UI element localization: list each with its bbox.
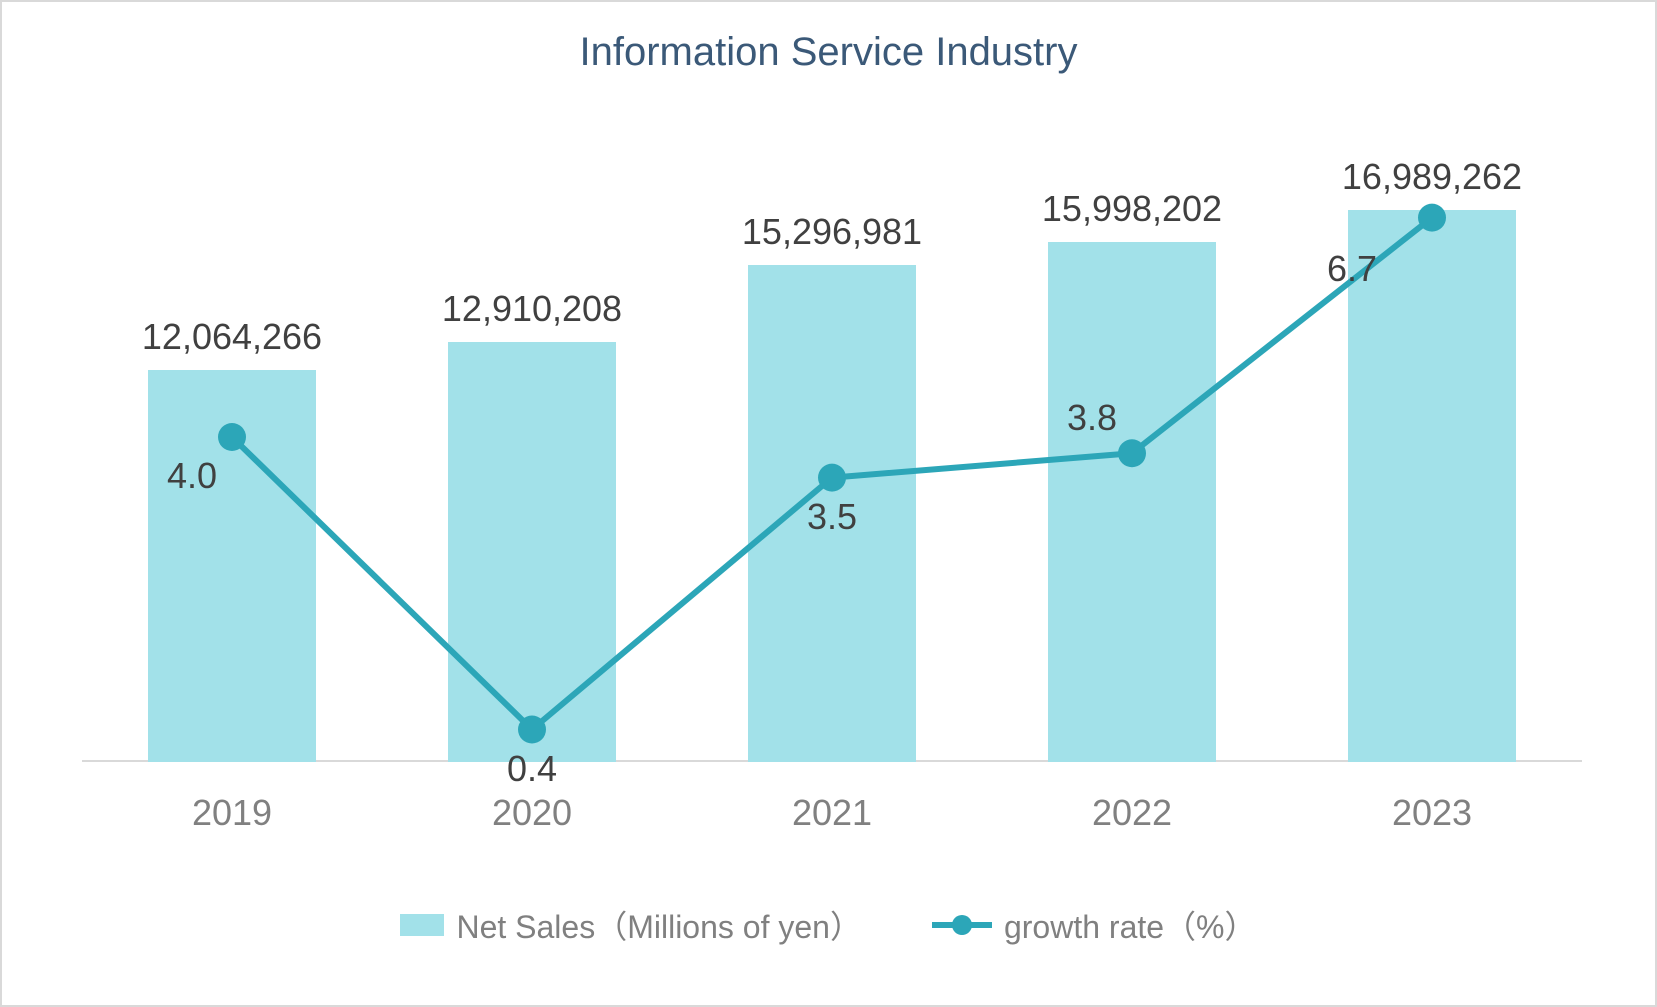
line-value-label: 0.4 (472, 748, 592, 790)
legend-label-bars: Net Sales（Millions of yen） (456, 902, 862, 948)
x-axis-label: 2020 (432, 792, 632, 834)
x-axis-label: 2022 (1032, 792, 1232, 834)
x-axis-label: 2021 (732, 792, 932, 834)
line-marker (1118, 439, 1146, 467)
plot-area: 12,064,26612,910,20815,296,98115,998,202… (82, 112, 1582, 762)
legend-swatch-line (932, 914, 992, 936)
legend-label-line: growth rate（%） (1004, 902, 1257, 948)
line-marker (818, 464, 846, 492)
line-marker (1418, 204, 1446, 232)
line-value-label: 3.8 (1032, 397, 1152, 439)
line-value-label: 4.0 (132, 455, 252, 497)
x-axis-label: 2023 (1332, 792, 1532, 834)
line-marker (218, 423, 246, 451)
x-axis-label: 2019 (132, 792, 332, 834)
legend: Net Sales（Millions of yen） growth rate（%… (2, 902, 1655, 948)
legend-item-line: growth rate（%） (932, 902, 1257, 948)
line-value-label: 3.5 (772, 496, 892, 538)
chart-frame: Information Service Industry 12,064,2661… (0, 0, 1657, 1007)
line-value-label: 6.7 (1292, 248, 1412, 290)
chart-title: Information Service Industry (2, 30, 1655, 75)
legend-swatch-bars (400, 914, 444, 936)
line-marker (518, 716, 546, 744)
legend-item-bars: Net Sales（Millions of yen） (400, 902, 862, 948)
line-series (82, 112, 1582, 762)
